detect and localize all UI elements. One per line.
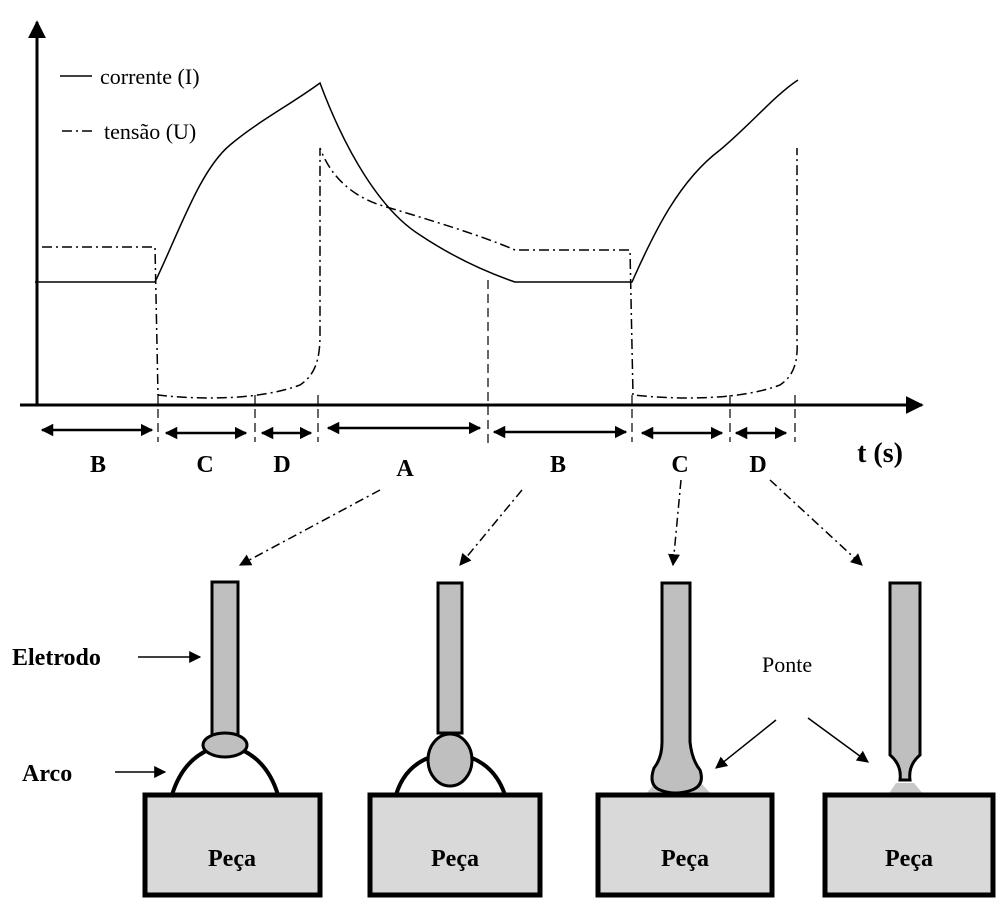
phase-label: D xyxy=(273,452,290,478)
bridge-arrow xyxy=(807,717,869,763)
current-curve xyxy=(35,79,799,283)
electrode-label: Eletrodo xyxy=(12,645,101,671)
workpiece-label: Peça xyxy=(661,846,709,872)
workpiece-label: Peça xyxy=(431,846,479,872)
arc-label: Arco xyxy=(22,761,72,787)
legend-label: corrente (I) xyxy=(100,64,200,89)
phase-label: A xyxy=(396,456,414,482)
phase-pointers xyxy=(238,479,863,567)
legend-label: tensão (U) xyxy=(104,119,196,144)
bridge-arrow xyxy=(715,719,777,769)
bridge-label: Ponte xyxy=(762,652,812,677)
phase-label: B xyxy=(90,452,106,478)
phase-arrows xyxy=(40,421,788,440)
stage-4 xyxy=(822,581,996,898)
phase-dividers xyxy=(157,280,796,448)
phase-label: C xyxy=(196,452,213,478)
phase-label: B xyxy=(550,452,566,478)
phase-label: D xyxy=(749,452,766,478)
workpiece-label: Peça xyxy=(208,846,256,872)
x-axis-label: t (s) xyxy=(857,438,903,469)
stage-3 xyxy=(595,581,775,898)
stage-1 xyxy=(142,580,323,898)
stage-2 xyxy=(367,581,543,898)
voltage-curve xyxy=(42,147,798,399)
workpiece-label: Peça xyxy=(885,846,933,872)
phase-label: C xyxy=(671,452,688,478)
